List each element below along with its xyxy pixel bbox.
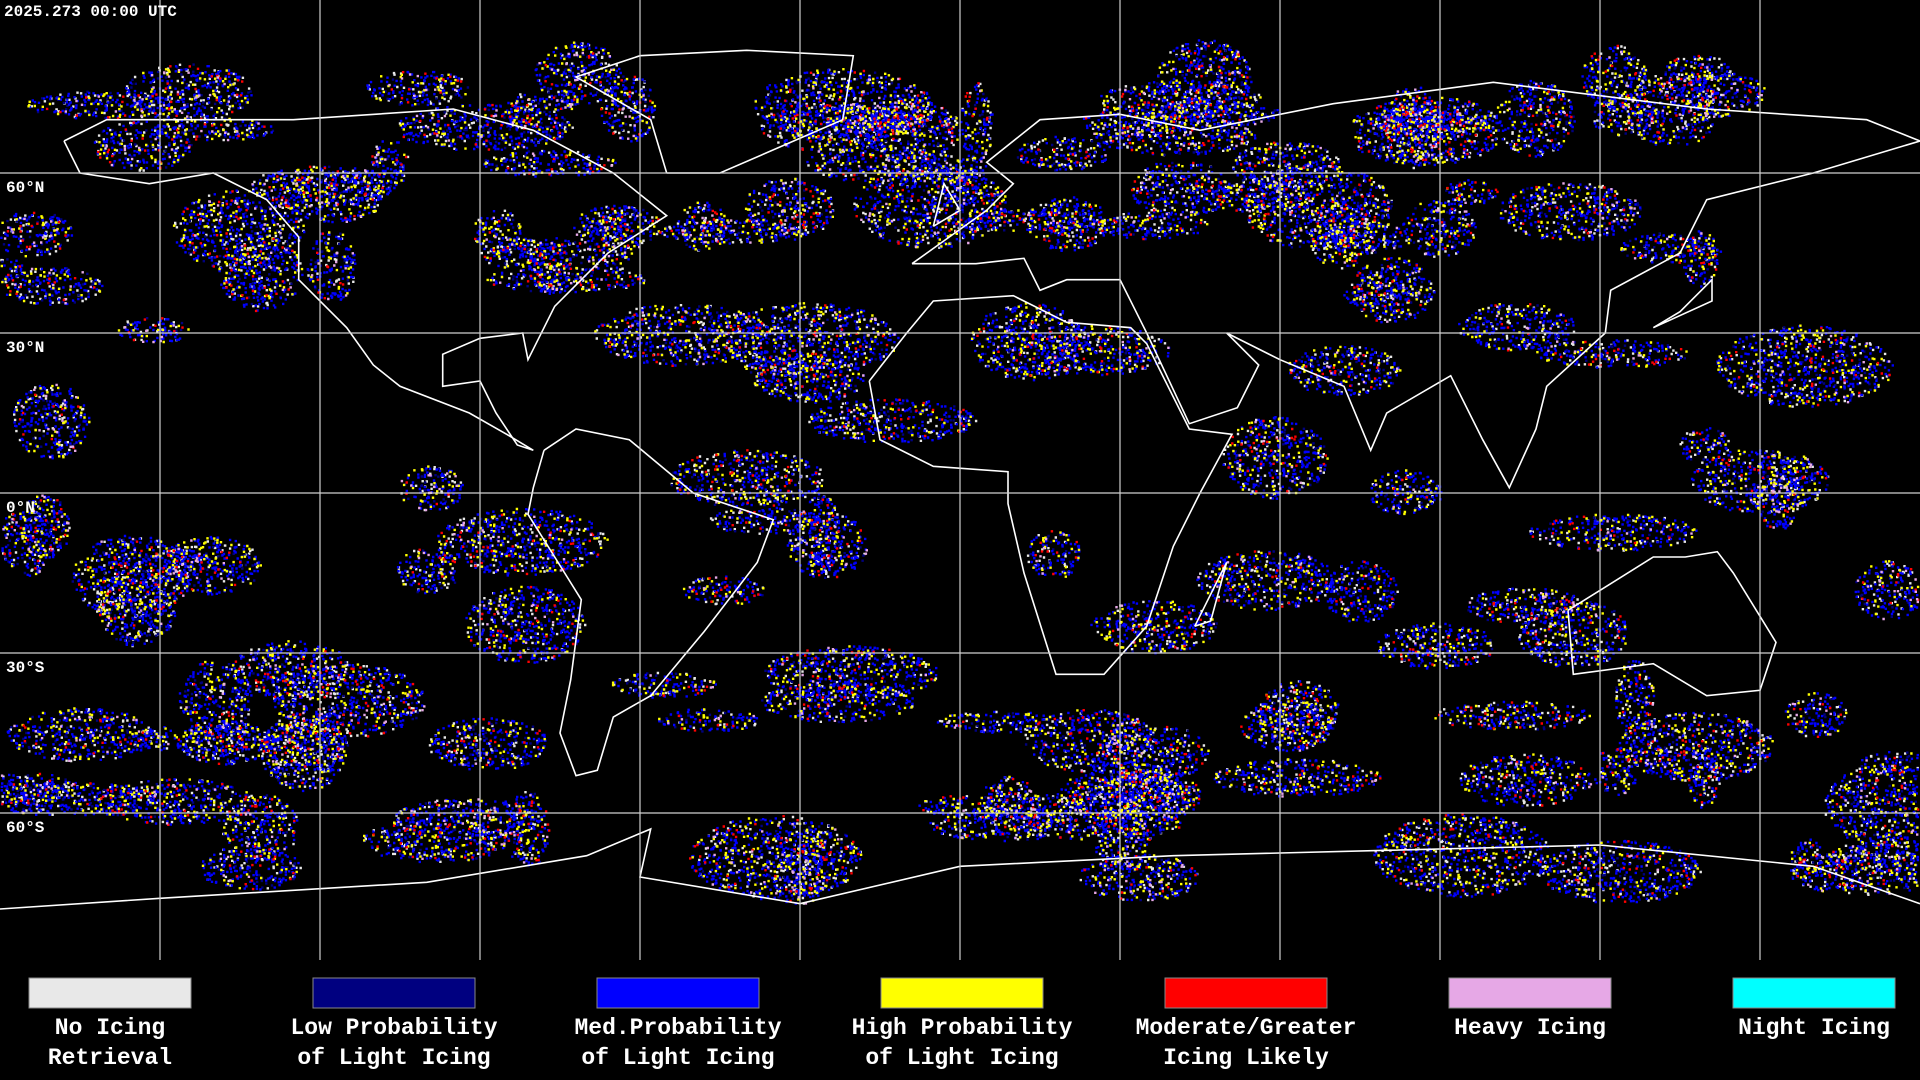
legend-label: Moderate/Greater [1136,1015,1357,1041]
legend-label: Med.Probability [574,1015,781,1041]
coastline [574,49,855,174]
latitude-labels: 60°N 30°N 0°N 30°S 60°S [6,179,45,837]
legend-label: High Probability [852,1015,1073,1041]
latitude-label: 30°N [6,339,44,357]
latitude-label: 30°S [6,659,45,677]
legend-swatch [1732,977,1896,1009]
coastline [527,428,775,777]
coastline [1193,561,1228,628]
legend: No Icing Retrieval Low Probability of Light… [28,977,1896,1071]
legend-label: of Light Icing [865,1045,1058,1071]
legend-swatch [1448,977,1612,1009]
legend-label: Icing Likely [1163,1045,1329,1071]
coastline [911,81,1920,490]
legend-label: Low Probability [290,1015,497,1041]
legend-label: Night Icing [1738,1015,1890,1041]
graticule [0,0,1920,960]
legend-label: No Icing [55,1015,165,1041]
latitude-label: 60°N [6,179,44,197]
coastline [932,181,962,227]
legend-swatch [312,977,476,1009]
latitude-label: 60°S [6,819,45,837]
coastline [1567,550,1777,697]
coastline [1652,277,1713,329]
latitude-label: 0°N [6,499,35,517]
icing-field [0,39,1920,905]
icing-pixels [0,39,1920,905]
legend-label: Retrieval [48,1045,172,1071]
legend-swatch [28,977,192,1009]
legend-label: of Light Icing [297,1045,490,1071]
timestamp: 2025.273 00:00 UTC [4,3,177,21]
legend-swatch [880,977,1044,1009]
legend-label: Heavy Icing [1454,1015,1606,1041]
coastline [868,294,1234,676]
legend-swatch [1164,977,1328,1009]
legend-label: of Light Icing [581,1045,774,1071]
legend-swatch [596,977,760,1009]
coastline [63,108,669,452]
